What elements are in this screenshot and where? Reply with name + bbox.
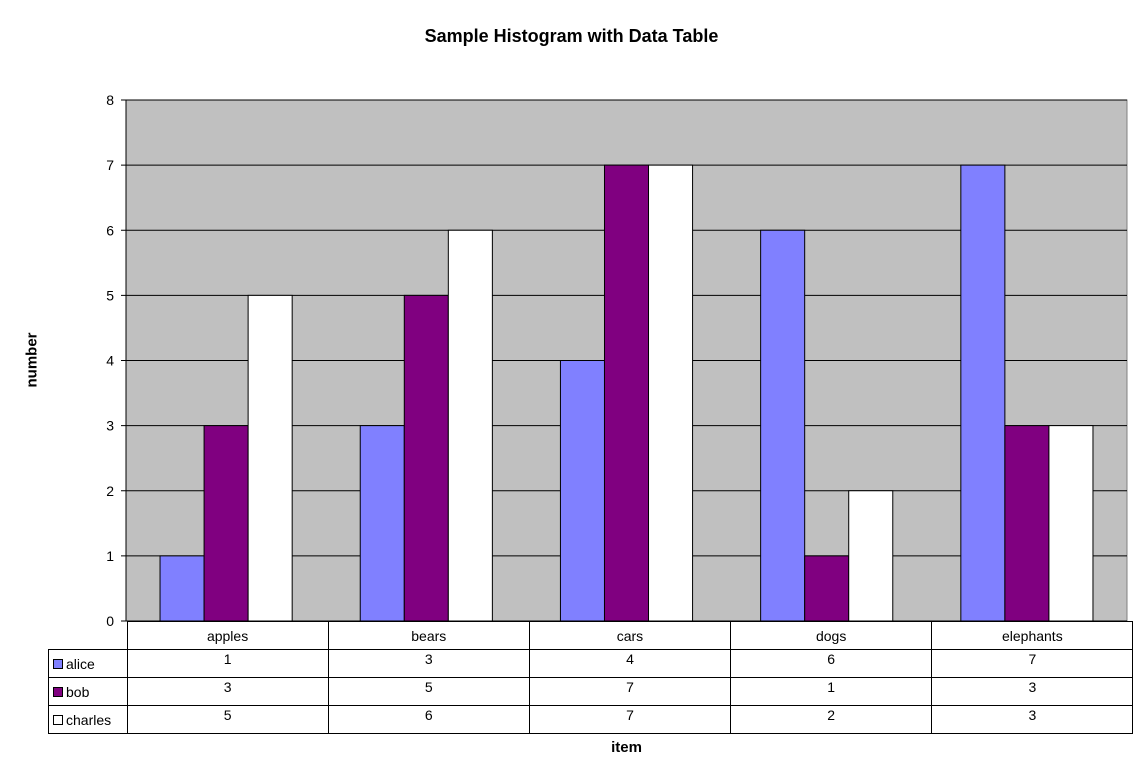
table-row: charles 5 6 7 2 3 bbox=[48, 705, 1134, 734]
table-cell: 3 bbox=[327, 649, 530, 678]
table-cell: 5 bbox=[327, 677, 530, 706]
table-cell: 7 bbox=[528, 705, 732, 734]
y-tick-label: 2 bbox=[106, 483, 114, 499]
category-label: apples bbox=[126, 621, 329, 650]
category-label: bears bbox=[327, 621, 530, 650]
bar-bob-elephants bbox=[1004, 425, 1050, 622]
y-tick-label: 3 bbox=[106, 418, 114, 434]
category-label: elephants bbox=[931, 621, 1134, 650]
data-table: apples bears cars dogs elephants alice 1 3 4 6 7 bo… bbox=[48, 621, 1134, 734]
legend-swatch bbox=[53, 715, 63, 725]
table-corner bbox=[48, 621, 128, 650]
bar-bob-cars bbox=[603, 164, 650, 622]
table-row: alice 1 3 4 6 7 bbox=[48, 649, 1134, 678]
bar-alice-elephants bbox=[960, 164, 1006, 622]
x-axis-title: item bbox=[611, 739, 642, 756]
y-tick-label: 4 bbox=[106, 353, 114, 369]
table-cell: 1 bbox=[126, 649, 329, 678]
table-header-row: apples bears cars dogs elephants bbox=[48, 621, 1134, 650]
bar-charles-cars bbox=[648, 164, 694, 622]
table-cell: 5 bbox=[126, 705, 329, 734]
y-tick-label: 1 bbox=[106, 548, 114, 564]
category-label: dogs bbox=[730, 621, 933, 650]
chart-title: Sample Histogram with Data Table bbox=[424, 26, 719, 46]
table-cell: 3 bbox=[931, 677, 1134, 706]
legend-entry: alice bbox=[48, 649, 128, 678]
y-tick-label: 8 bbox=[106, 92, 114, 108]
bar-alice-cars bbox=[559, 360, 605, 622]
legend-entry: charles bbox=[48, 705, 128, 734]
bar-bob-apples bbox=[203, 425, 249, 622]
table-cell: 6 bbox=[327, 705, 530, 734]
series-name: bob bbox=[66, 684, 90, 700]
y-tick-label: 6 bbox=[106, 222, 114, 238]
bar-bob-dogs bbox=[804, 555, 850, 622]
bar-alice-dogs bbox=[760, 229, 806, 622]
table-cell: 3 bbox=[126, 677, 329, 706]
table-row: bob 3 5 7 1 3 bbox=[48, 677, 1134, 706]
y-tick-label: 5 bbox=[106, 287, 114, 303]
table-cell: 7 bbox=[528, 677, 732, 706]
table-cell: 2 bbox=[730, 705, 933, 734]
series-name: charles bbox=[66, 712, 112, 728]
table-cell: 1 bbox=[730, 677, 933, 706]
bar-charles-elephants bbox=[1048, 425, 1094, 622]
series-name: alice bbox=[66, 656, 95, 672]
legend-swatch bbox=[53, 687, 63, 697]
table-cell: 3 bbox=[931, 705, 1134, 734]
y-tick-label: 0 bbox=[106, 613, 114, 629]
table-cell: 4 bbox=[528, 649, 732, 678]
bar-charles-dogs bbox=[848, 490, 894, 622]
category-label: cars bbox=[528, 621, 732, 650]
legend-swatch bbox=[53, 659, 63, 669]
bar-charles-bears bbox=[447, 229, 493, 622]
bar-charles-apples bbox=[247, 294, 293, 622]
bar-alice-apples bbox=[159, 555, 205, 622]
bar-bob-bears bbox=[403, 294, 449, 622]
table-cell: 7 bbox=[931, 649, 1134, 678]
table-cell: 6 bbox=[730, 649, 933, 678]
y-tick-label: 7 bbox=[106, 157, 114, 173]
legend-entry: bob bbox=[48, 677, 128, 706]
plot-area: 0 1 2 3 4 5 6 7 8 bbox=[106, 92, 1128, 629]
bar-alice-bears bbox=[359, 425, 405, 622]
